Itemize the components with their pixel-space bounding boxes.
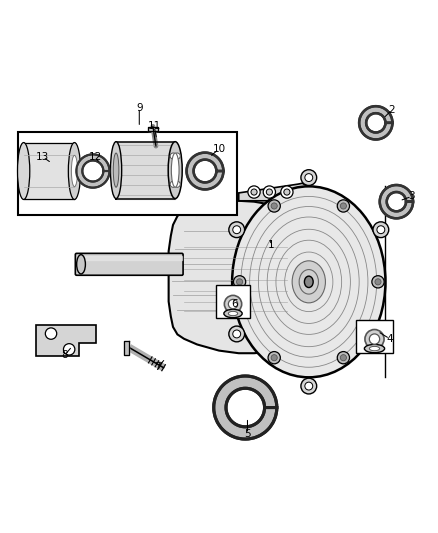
Ellipse shape	[46, 328, 57, 340]
Ellipse shape	[229, 326, 244, 342]
Polygon shape	[116, 142, 175, 199]
Ellipse shape	[263, 186, 276, 198]
Ellipse shape	[377, 226, 385, 233]
Polygon shape	[24, 142, 74, 199]
Text: 1: 1	[267, 240, 274, 251]
Polygon shape	[359, 106, 392, 140]
Text: 13: 13	[36, 152, 49, 162]
Ellipse shape	[369, 346, 380, 351]
Ellipse shape	[301, 169, 317, 185]
Ellipse shape	[266, 189, 272, 195]
Polygon shape	[148, 127, 158, 131]
Bar	[216, 285, 250, 318]
Ellipse shape	[299, 270, 318, 294]
Polygon shape	[77, 256, 182, 261]
Ellipse shape	[233, 276, 246, 288]
Ellipse shape	[224, 295, 242, 313]
Polygon shape	[187, 152, 223, 189]
Ellipse shape	[174, 153, 180, 159]
Ellipse shape	[251, 189, 257, 195]
Ellipse shape	[377, 330, 385, 338]
Ellipse shape	[113, 153, 119, 187]
Ellipse shape	[18, 142, 30, 199]
Text: 3: 3	[408, 191, 415, 201]
Ellipse shape	[337, 200, 350, 212]
Ellipse shape	[375, 279, 381, 285]
Ellipse shape	[305, 382, 313, 390]
Text: 7: 7	[154, 362, 161, 372]
Ellipse shape	[305, 174, 313, 182]
Ellipse shape	[364, 344, 385, 353]
Text: 11: 11	[148, 122, 161, 131]
Bar	[18, 132, 237, 215]
Polygon shape	[36, 325, 96, 356]
Ellipse shape	[233, 226, 240, 233]
Ellipse shape	[168, 142, 182, 199]
Ellipse shape	[373, 222, 389, 238]
Ellipse shape	[369, 334, 380, 344]
Ellipse shape	[372, 276, 384, 288]
Ellipse shape	[248, 186, 260, 198]
Ellipse shape	[77, 255, 85, 274]
Polygon shape	[214, 376, 277, 439]
Text: 6: 6	[231, 298, 238, 309]
Ellipse shape	[292, 261, 325, 303]
Ellipse shape	[174, 181, 180, 187]
Ellipse shape	[232, 187, 385, 377]
Ellipse shape	[365, 329, 384, 349]
Polygon shape	[76, 155, 110, 188]
Ellipse shape	[373, 326, 389, 342]
Ellipse shape	[340, 354, 346, 361]
Ellipse shape	[171, 153, 179, 187]
Polygon shape	[169, 201, 302, 353]
Ellipse shape	[301, 378, 317, 394]
Ellipse shape	[170, 153, 176, 159]
Text: 5: 5	[244, 429, 251, 439]
Ellipse shape	[71, 155, 78, 187]
Text: 9: 9	[136, 103, 143, 113]
Text: 4: 4	[386, 334, 393, 344]
Ellipse shape	[228, 311, 238, 316]
Ellipse shape	[224, 309, 242, 318]
Ellipse shape	[304, 276, 313, 287]
Ellipse shape	[233, 330, 240, 338]
Text: 8: 8	[61, 350, 68, 360]
Ellipse shape	[228, 300, 238, 309]
Ellipse shape	[340, 203, 346, 209]
Ellipse shape	[268, 352, 280, 364]
FancyBboxPatch shape	[75, 253, 183, 275]
Ellipse shape	[237, 279, 243, 285]
Text: 2: 2	[389, 104, 396, 115]
Bar	[356, 320, 393, 353]
Ellipse shape	[110, 142, 122, 199]
Ellipse shape	[337, 352, 350, 364]
Ellipse shape	[268, 200, 280, 212]
Ellipse shape	[271, 354, 277, 361]
Text: 12: 12	[89, 152, 102, 162]
Ellipse shape	[170, 181, 176, 187]
Text: 10: 10	[212, 144, 226, 154]
Polygon shape	[124, 341, 129, 354]
Polygon shape	[380, 185, 413, 219]
Ellipse shape	[284, 189, 290, 195]
Ellipse shape	[271, 203, 277, 209]
Ellipse shape	[281, 186, 293, 198]
Ellipse shape	[64, 344, 75, 355]
Polygon shape	[239, 183, 307, 201]
Ellipse shape	[68, 142, 81, 199]
Ellipse shape	[229, 222, 244, 238]
